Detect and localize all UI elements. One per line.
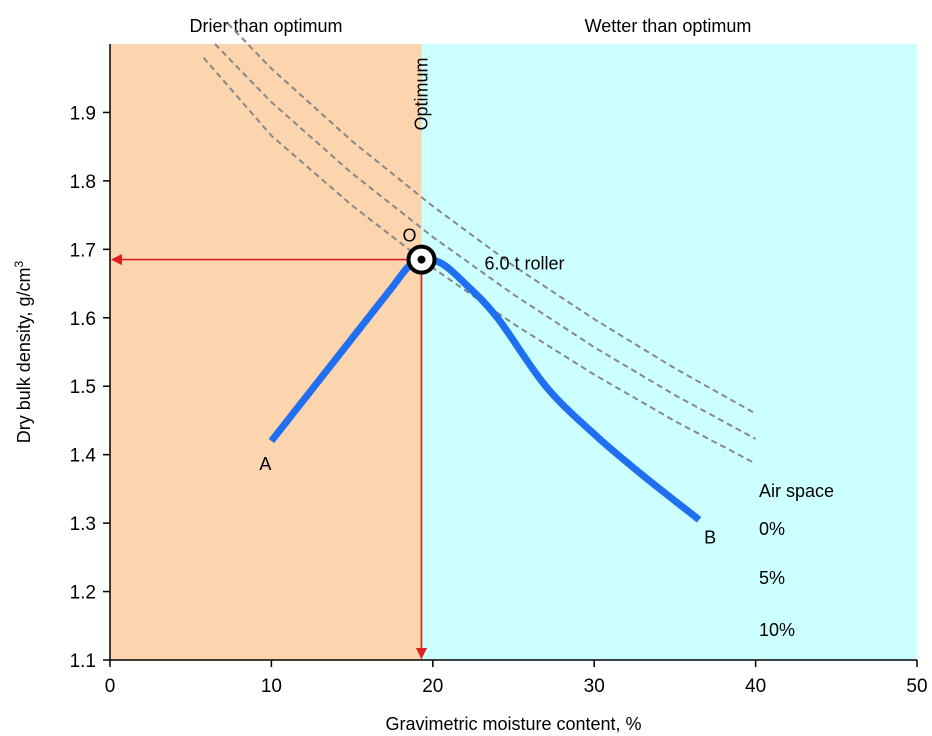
- y-tick-label: 1.7: [70, 240, 96, 261]
- x-tick-label: 10: [261, 676, 282, 697]
- air-space-curve-0: [227, 22, 757, 415]
- region-label-drier: Drier than optimum: [189, 16, 342, 36]
- y-tick-label: 1.5: [70, 377, 96, 398]
- y-tick-label: 1.9: [70, 103, 96, 124]
- air-space-curve-1: [214, 43, 757, 440]
- y-tick-label: 1.4: [70, 446, 97, 467]
- region-label-wetter: Wetter than optimum: [585, 16, 752, 36]
- y-tick-label: 1.6: [70, 309, 96, 330]
- air-space-label-5: 5%: [759, 568, 785, 588]
- point-label-b: B: [704, 528, 716, 548]
- optimum-marker-dot: [417, 255, 426, 264]
- y-tick-label: 1.3: [70, 514, 96, 535]
- axes: 0 10 20 30 40 50 1.1 1.2 1.3 1.4 1.5 1.6 1.7 1.8 1.9: [70, 44, 928, 697]
- x-tick-label: 50: [906, 676, 927, 697]
- series-layer: [268, 244, 702, 523]
- x-tick-label: 0: [105, 676, 116, 697]
- optimum-guides: [110, 254, 428, 660]
- point-label-a: A: [259, 454, 271, 474]
- region-0: [110, 44, 422, 660]
- optimum-point-label: O: [402, 226, 416, 246]
- air-space-title: Air space: [759, 481, 834, 501]
- y-axis-title: Dry bulk density, g/cm3: [12, 260, 34, 443]
- y-tick-label: 1.1: [70, 651, 96, 672]
- x-tick-label: 30: [584, 676, 605, 697]
- y-axis-title-sup: 3: [12, 260, 26, 267]
- y-tick-label: 1.8: [70, 172, 96, 193]
- optimum-label: Optimum: [412, 57, 432, 130]
- region-1: [421, 44, 917, 660]
- air-space-label-10: 10%: [759, 620, 795, 640]
- region-layer: [110, 44, 917, 660]
- x-tick-label: 20: [422, 676, 443, 697]
- series-label-roller: 6.0 t roller: [484, 254, 564, 274]
- y-tick-label: 1.2: [70, 583, 96, 604]
- x-tick-label: 40: [745, 676, 766, 697]
- air-space-label-0: 0%: [759, 519, 785, 539]
- x-axis-title: Gravimetric moisture content, %: [385, 714, 641, 734]
- y-axis-title-main: Dry bulk density, g/cm: [14, 267, 34, 443]
